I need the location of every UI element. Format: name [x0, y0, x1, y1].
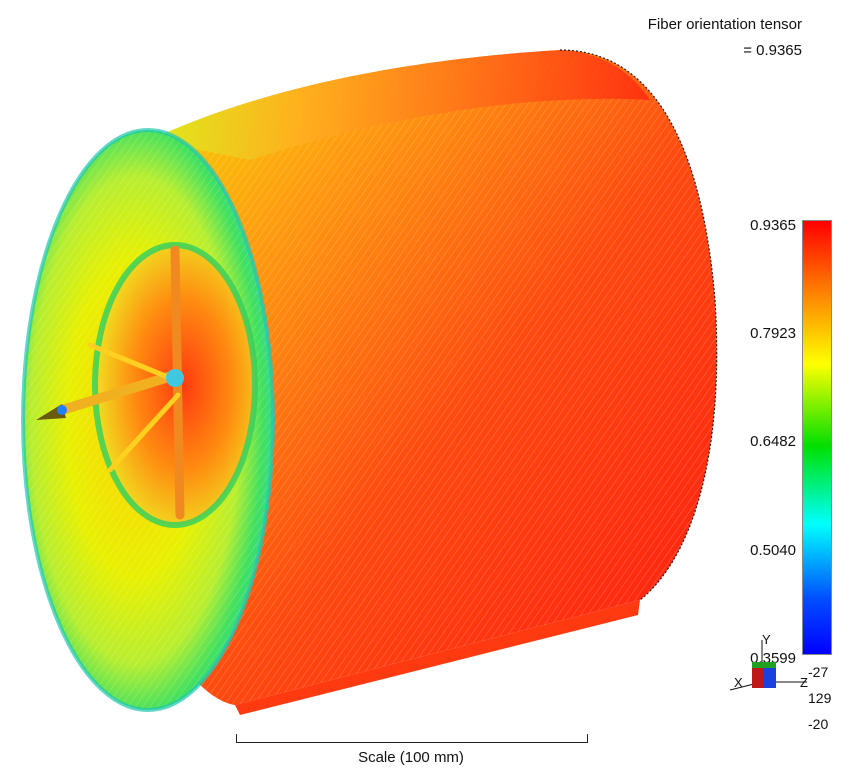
z-axis-label: Z — [800, 675, 808, 690]
coord-value: -27 — [808, 664, 829, 680]
spokes — [57, 245, 185, 520]
x-axis-label: X — [734, 675, 743, 690]
axis-triad-icon[interactable]: Y X Z — [722, 632, 822, 702]
legend-tick: 0.9365 — [750, 217, 796, 234]
legend-tick: 0.7923 — [750, 325, 796, 342]
legend-tick: 0.6482 — [750, 433, 796, 450]
max-readout: = 0.9365 — [743, 42, 802, 59]
legend-tick: 0.5040 — [750, 542, 796, 559]
color-legend-bar — [802, 220, 832, 655]
coord-value: 129 — [808, 690, 832, 706]
y-axis-label: Y — [762, 632, 771, 647]
scale-label: Scale (100 mm) — [358, 749, 464, 766]
title-text: Fiber orientation tensor — [647, 16, 802, 33]
plot-title: Fiber orientation tensor = 0.9365 — [648, 12, 802, 64]
coord-value: -20 — [808, 716, 829, 732]
scale-bar — [236, 734, 588, 743]
